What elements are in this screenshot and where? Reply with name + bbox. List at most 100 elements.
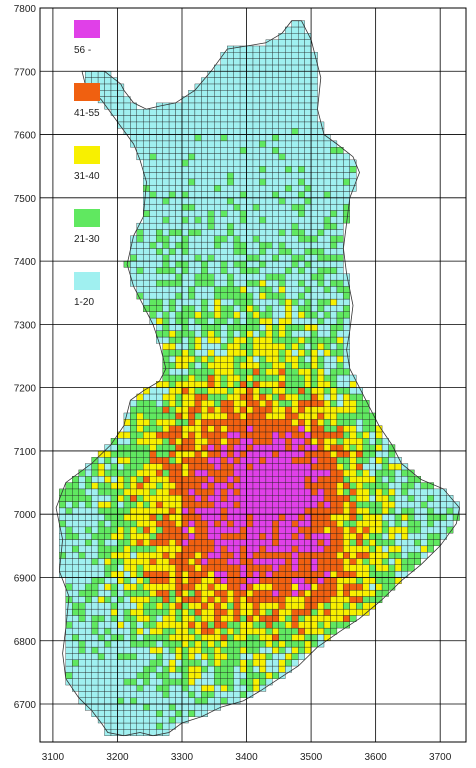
map-cell <box>375 539 383 547</box>
map-cell <box>304 311 312 319</box>
map-cell <box>265 153 273 161</box>
map-cell <box>233 336 241 344</box>
map-cell <box>433 495 441 502</box>
map-cell <box>349 463 357 471</box>
map-cell <box>175 267 183 274</box>
map-cell <box>143 128 150 135</box>
map-cell <box>349 438 357 445</box>
map-cell <box>278 128 286 135</box>
map-cell <box>317 216 325 224</box>
map-cell <box>123 514 131 521</box>
map-cell <box>201 710 208 717</box>
map-cell <box>298 419 305 426</box>
map-cell <box>259 128 267 135</box>
map-cell <box>220 58 228 66</box>
map-cell <box>168 184 176 192</box>
map-cell <box>168 621 176 629</box>
map-cell <box>168 482 176 490</box>
map-cell <box>201 362 208 369</box>
map-cell <box>298 203 305 211</box>
map-cell <box>310 128 318 135</box>
map-cell <box>291 324 299 331</box>
map-cell <box>343 311 350 319</box>
map-cell <box>162 298 170 306</box>
map-cell <box>369 450 376 458</box>
map-cell <box>227 482 234 490</box>
map-cell <box>343 324 350 331</box>
map-cell <box>130 419 137 426</box>
map-cell <box>214 570 221 578</box>
map-cell <box>317 355 325 363</box>
map-cell <box>91 545 99 553</box>
map-cell <box>272 615 279 622</box>
map-cell <box>304 229 312 236</box>
map-cell <box>336 147 344 154</box>
map-cell <box>298 26 305 34</box>
map-cell <box>149 450 157 458</box>
map-cell <box>239 615 247 622</box>
map-cell <box>233 551 241 559</box>
map-cell <box>388 482 396 490</box>
map-cell <box>175 551 183 559</box>
map-cell <box>104 634 112 641</box>
map-cell <box>304 589 312 597</box>
map-cell <box>220 589 228 597</box>
map-cell <box>291 140 299 148</box>
map-cell <box>149 159 157 167</box>
map-cell <box>401 488 409 496</box>
map-cell <box>369 564 376 572</box>
map-cell <box>220 343 228 350</box>
map-cell <box>175 444 183 452</box>
map-cell <box>259 166 267 173</box>
map-cell <box>181 210 189 217</box>
map-cell <box>233 96 241 104</box>
map-cell <box>194 178 202 186</box>
map-cell <box>188 678 196 686</box>
map-cell <box>272 457 279 464</box>
map-cell <box>291 203 299 211</box>
map-cell <box>304 558 312 566</box>
map-cell <box>265 526 273 534</box>
map-cell <box>110 450 118 458</box>
map-cell <box>194 672 202 679</box>
map-cell <box>78 665 86 673</box>
map-cell <box>356 526 363 534</box>
map-cell <box>336 166 344 173</box>
map-cell <box>194 545 202 553</box>
map-cell <box>272 368 279 376</box>
map-cell <box>136 697 144 705</box>
map-cell <box>123 476 131 483</box>
map-cell <box>356 589 363 597</box>
map-cell <box>246 184 254 192</box>
map-cell <box>317 336 325 344</box>
map-cell <box>233 115 241 123</box>
map-cell <box>310 457 318 464</box>
map-cell <box>239 444 247 452</box>
map-cell <box>143 273 150 281</box>
map-cell <box>227 387 234 395</box>
map-cell <box>194 166 202 173</box>
map-cell <box>272 45 279 53</box>
map-cell <box>117 482 125 490</box>
map-cell <box>375 558 383 566</box>
map-cell <box>369 539 376 547</box>
map-cell <box>291 406 299 414</box>
map-cell <box>304 640 312 648</box>
map-cell <box>362 514 370 521</box>
map-cell <box>330 482 338 490</box>
map-cell <box>343 457 350 464</box>
map-cell <box>65 627 73 635</box>
map-cell <box>143 507 150 515</box>
map-cell <box>278 311 286 319</box>
map-cell <box>156 520 163 528</box>
map-cell <box>394 570 402 578</box>
map-cell <box>97 640 105 648</box>
map-cell <box>130 653 137 660</box>
map-cell <box>130 596 137 603</box>
map-cell <box>304 292 312 300</box>
map-cell <box>317 570 325 578</box>
map-cell <box>278 267 286 274</box>
map-cell <box>175 564 183 572</box>
y-tick-label: 7100 <box>14 447 37 458</box>
map-cell <box>214 330 221 338</box>
